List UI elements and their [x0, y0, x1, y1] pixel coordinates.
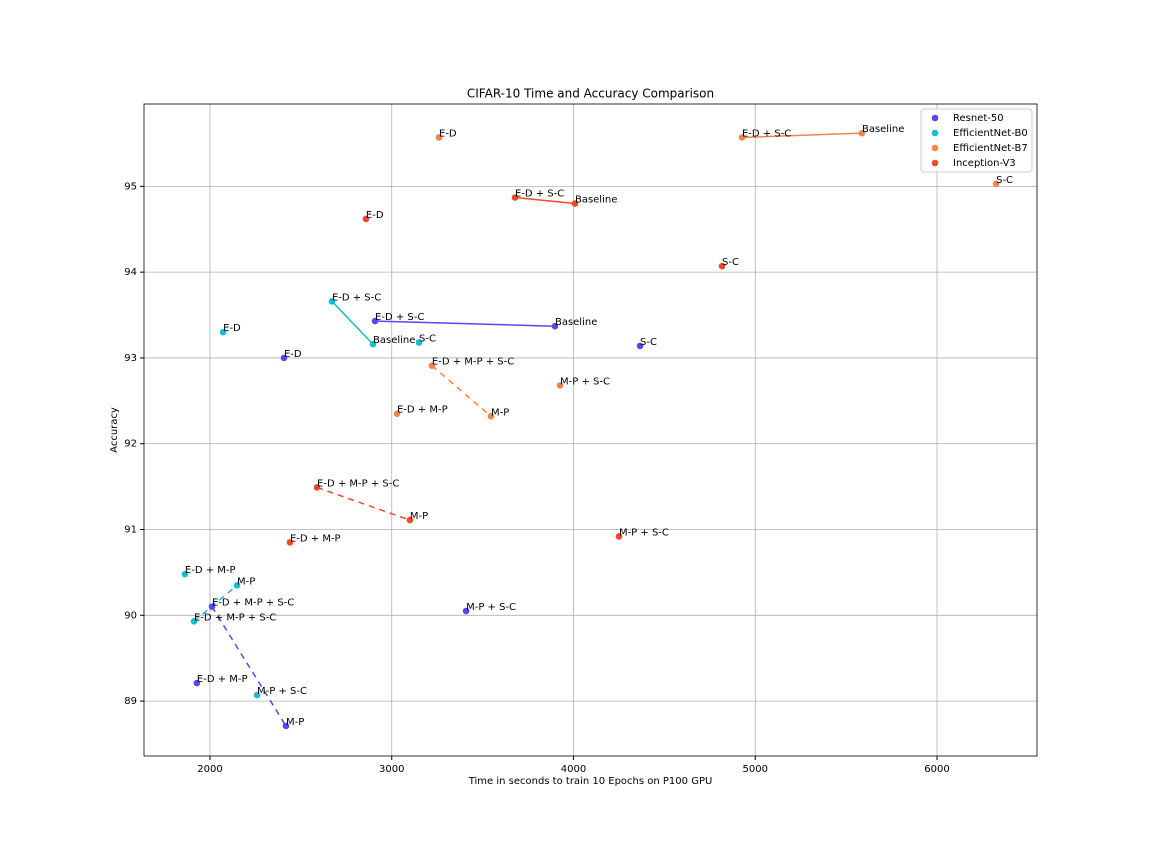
legend-marker [931, 159, 939, 167]
point [253, 691, 261, 699]
x-tick-label: 6000 [924, 764, 949, 775]
connector-line [741, 132, 862, 139]
y-tick-label: 90 [124, 610, 137, 621]
point-label: E-D [223, 323, 241, 334]
point-label: E-D [366, 210, 384, 221]
x-tick-label: 3000 [379, 764, 404, 775]
y-tick-label: 93 [124, 353, 137, 364]
point [369, 340, 377, 348]
point-label: M-P + S-C [257, 686, 307, 697]
point-label: Baseline [862, 124, 904, 135]
legend-label: EfficientNet-B7 [953, 143, 1028, 154]
y-tick-label: 95 [124, 181, 137, 192]
point [393, 410, 401, 418]
point [371, 317, 379, 325]
connector-line [193, 584, 238, 622]
point [406, 516, 414, 524]
x-tick-label: 4000 [561, 764, 586, 775]
point-label: S-C [996, 175, 1013, 186]
point-label: Baseline [575, 195, 617, 206]
point [233, 581, 241, 589]
point [556, 382, 564, 389]
point-label: M-P + S-C [560, 376, 610, 387]
legend-marker [931, 114, 939, 122]
legend-label: Resnet-50 [953, 113, 1004, 124]
point-label: E-D + M-P + S-C [212, 598, 294, 609]
point [487, 412, 495, 420]
legend-marker [931, 144, 939, 152]
y-tick-label: 89 [124, 696, 137, 707]
point [208, 603, 216, 611]
connector-line [431, 365, 492, 417]
connector-line [331, 300, 374, 345]
point [362, 215, 370, 223]
point-label: E-D + S-C [332, 292, 381, 303]
point-label: M-P [286, 717, 304, 728]
point-label: E-D + M-P [197, 674, 248, 685]
point-label: Baseline [555, 317, 597, 328]
y-tick-label: 94 [124, 267, 137, 278]
legend-box [920, 108, 1033, 173]
x-tick-label: 5000 [743, 764, 768, 775]
point-label: E-D + S-C [515, 189, 564, 200]
point-label: M-P + S-C [619, 527, 669, 538]
point-label: M-P [410, 511, 428, 522]
point [571, 200, 579, 207]
y-axis-label: Accuracy [109, 407, 120, 453]
legend-label: EfficientNet-B0 [953, 128, 1028, 139]
point [193, 679, 201, 687]
point-label: E-D [439, 128, 457, 139]
point [415, 339, 423, 346]
connector-line [316, 486, 411, 521]
point-label: M-P [237, 576, 255, 587]
legend-label: Inception-V3 [953, 158, 1016, 169]
point [282, 722, 290, 730]
point [181, 570, 189, 578]
plot-frame [143, 103, 1038, 757]
x-tick-label: 2000 [197, 764, 222, 775]
point [615, 533, 623, 540]
point [428, 362, 436, 369]
y-tick-label: 92 [124, 439, 137, 450]
point-label: E-D + S-C [742, 128, 791, 139]
point [718, 262, 726, 270]
chart-title: CIFAR-10 Time and Accuracy Comparison [467, 87, 714, 101]
point-label: M-P + S-C [466, 602, 516, 613]
point [219, 328, 227, 336]
point [636, 342, 644, 350]
point-label: S-C [419, 333, 436, 344]
point [328, 298, 336, 305]
point [738, 134, 746, 141]
point [551, 322, 559, 330]
point-label: E-D + M-P + S-C [194, 612, 276, 623]
point-label: E-D + M-P [290, 533, 341, 544]
point-label: M-P [491, 407, 509, 418]
point [511, 194, 519, 201]
point [435, 134, 443, 141]
x-axis-label: Time in seconds to train 10 Epochs on P1… [468, 776, 713, 787]
point-label: S-C [640, 337, 657, 348]
point-label: S-C [722, 257, 739, 268]
point-label: E-D + M-P [397, 405, 448, 416]
point [858, 129, 866, 137]
point [280, 354, 288, 362]
point-label: E-D + M-P [185, 565, 236, 576]
point [462, 607, 470, 615]
point [313, 484, 321, 491]
point-label: E-D + M-P + S-C [317, 478, 399, 489]
point [286, 539, 294, 546]
point-label: E-D + M-P + S-C [432, 357, 514, 368]
legend-marker [931, 129, 939, 137]
point-label: E-D + S-C [375, 312, 424, 323]
connector-line [514, 196, 576, 205]
point-label: E-D [284, 349, 302, 360]
point [190, 618, 198, 625]
point [992, 180, 1000, 188]
point-label: Baseline [373, 335, 415, 346]
connector-line [211, 606, 287, 727]
y-tick-label: 91 [124, 525, 137, 536]
connector-line [374, 320, 555, 327]
